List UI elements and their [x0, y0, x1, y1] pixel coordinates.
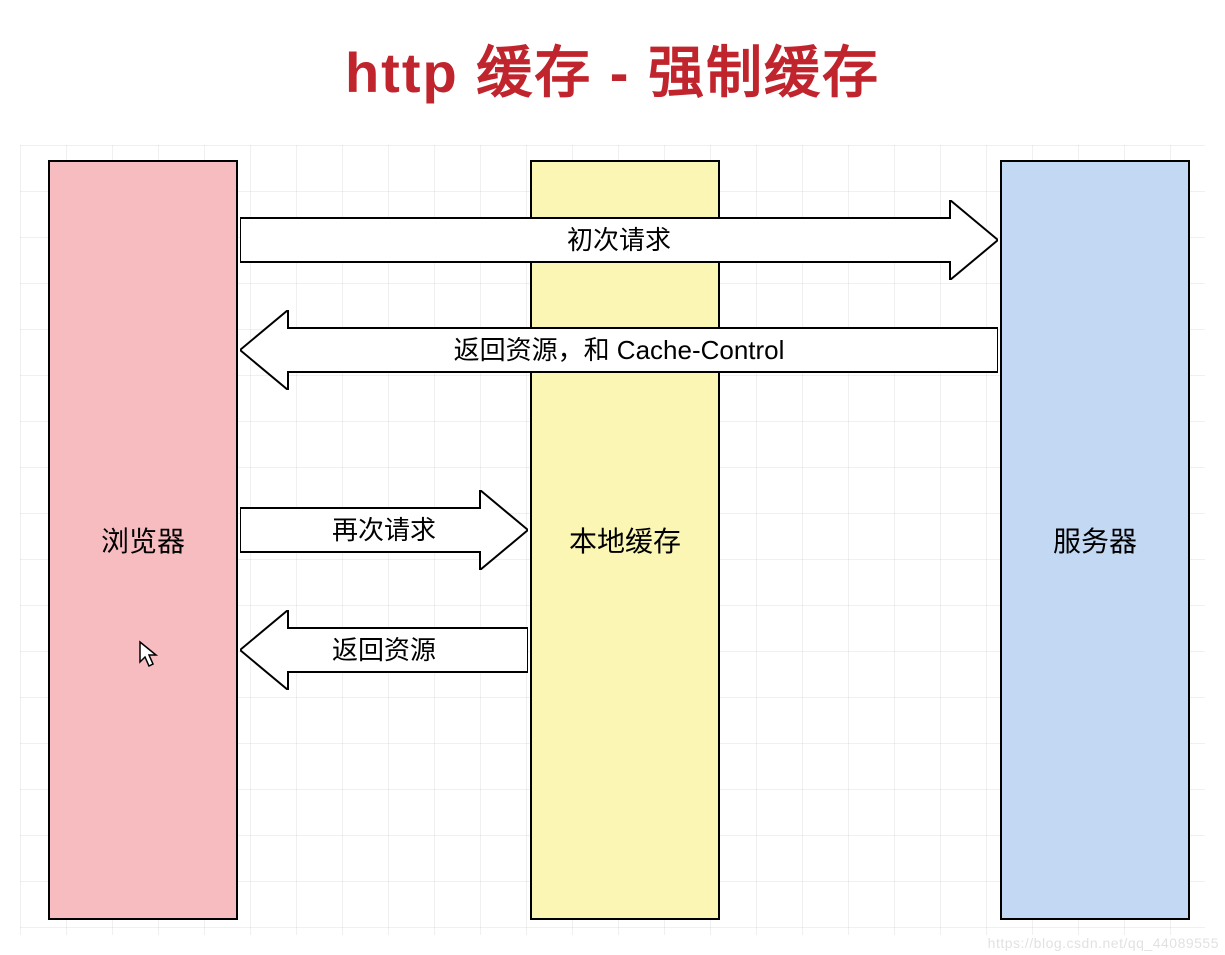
arrow-return-resource-with-cache-control: 返回资源，和 Cache-Control [240, 310, 998, 390]
box-server: 服务器 [1000, 160, 1190, 920]
box-browser-label: 浏览器 [101, 520, 185, 560]
arrow-return-resource: 返回资源 [240, 610, 528, 690]
box-browser: 浏览器 [48, 160, 238, 920]
cursor-icon [138, 640, 160, 673]
diagram-title-text: http 缓存 - 强制缓存 [345, 41, 880, 104]
diagram-title: http 缓存 - 强制缓存 [0, 28, 1225, 109]
box-server-label: 服务器 [1053, 520, 1137, 560]
arrow-label: 再次请求 [240, 508, 528, 552]
watermark-text: https://blog.csdn.net/qq_44089555 [988, 935, 1219, 951]
arrow-label: 初次请求 [240, 218, 998, 262]
arrow-label: 返回资源 [240, 628, 528, 672]
arrow-label: 返回资源，和 Cache-Control [240, 328, 998, 372]
arrow-second-request: 再次请求 [240, 490, 528, 570]
box-local-cache-label: 本地缓存 [569, 520, 681, 560]
arrow-initial-request: 初次请求 [240, 200, 998, 280]
